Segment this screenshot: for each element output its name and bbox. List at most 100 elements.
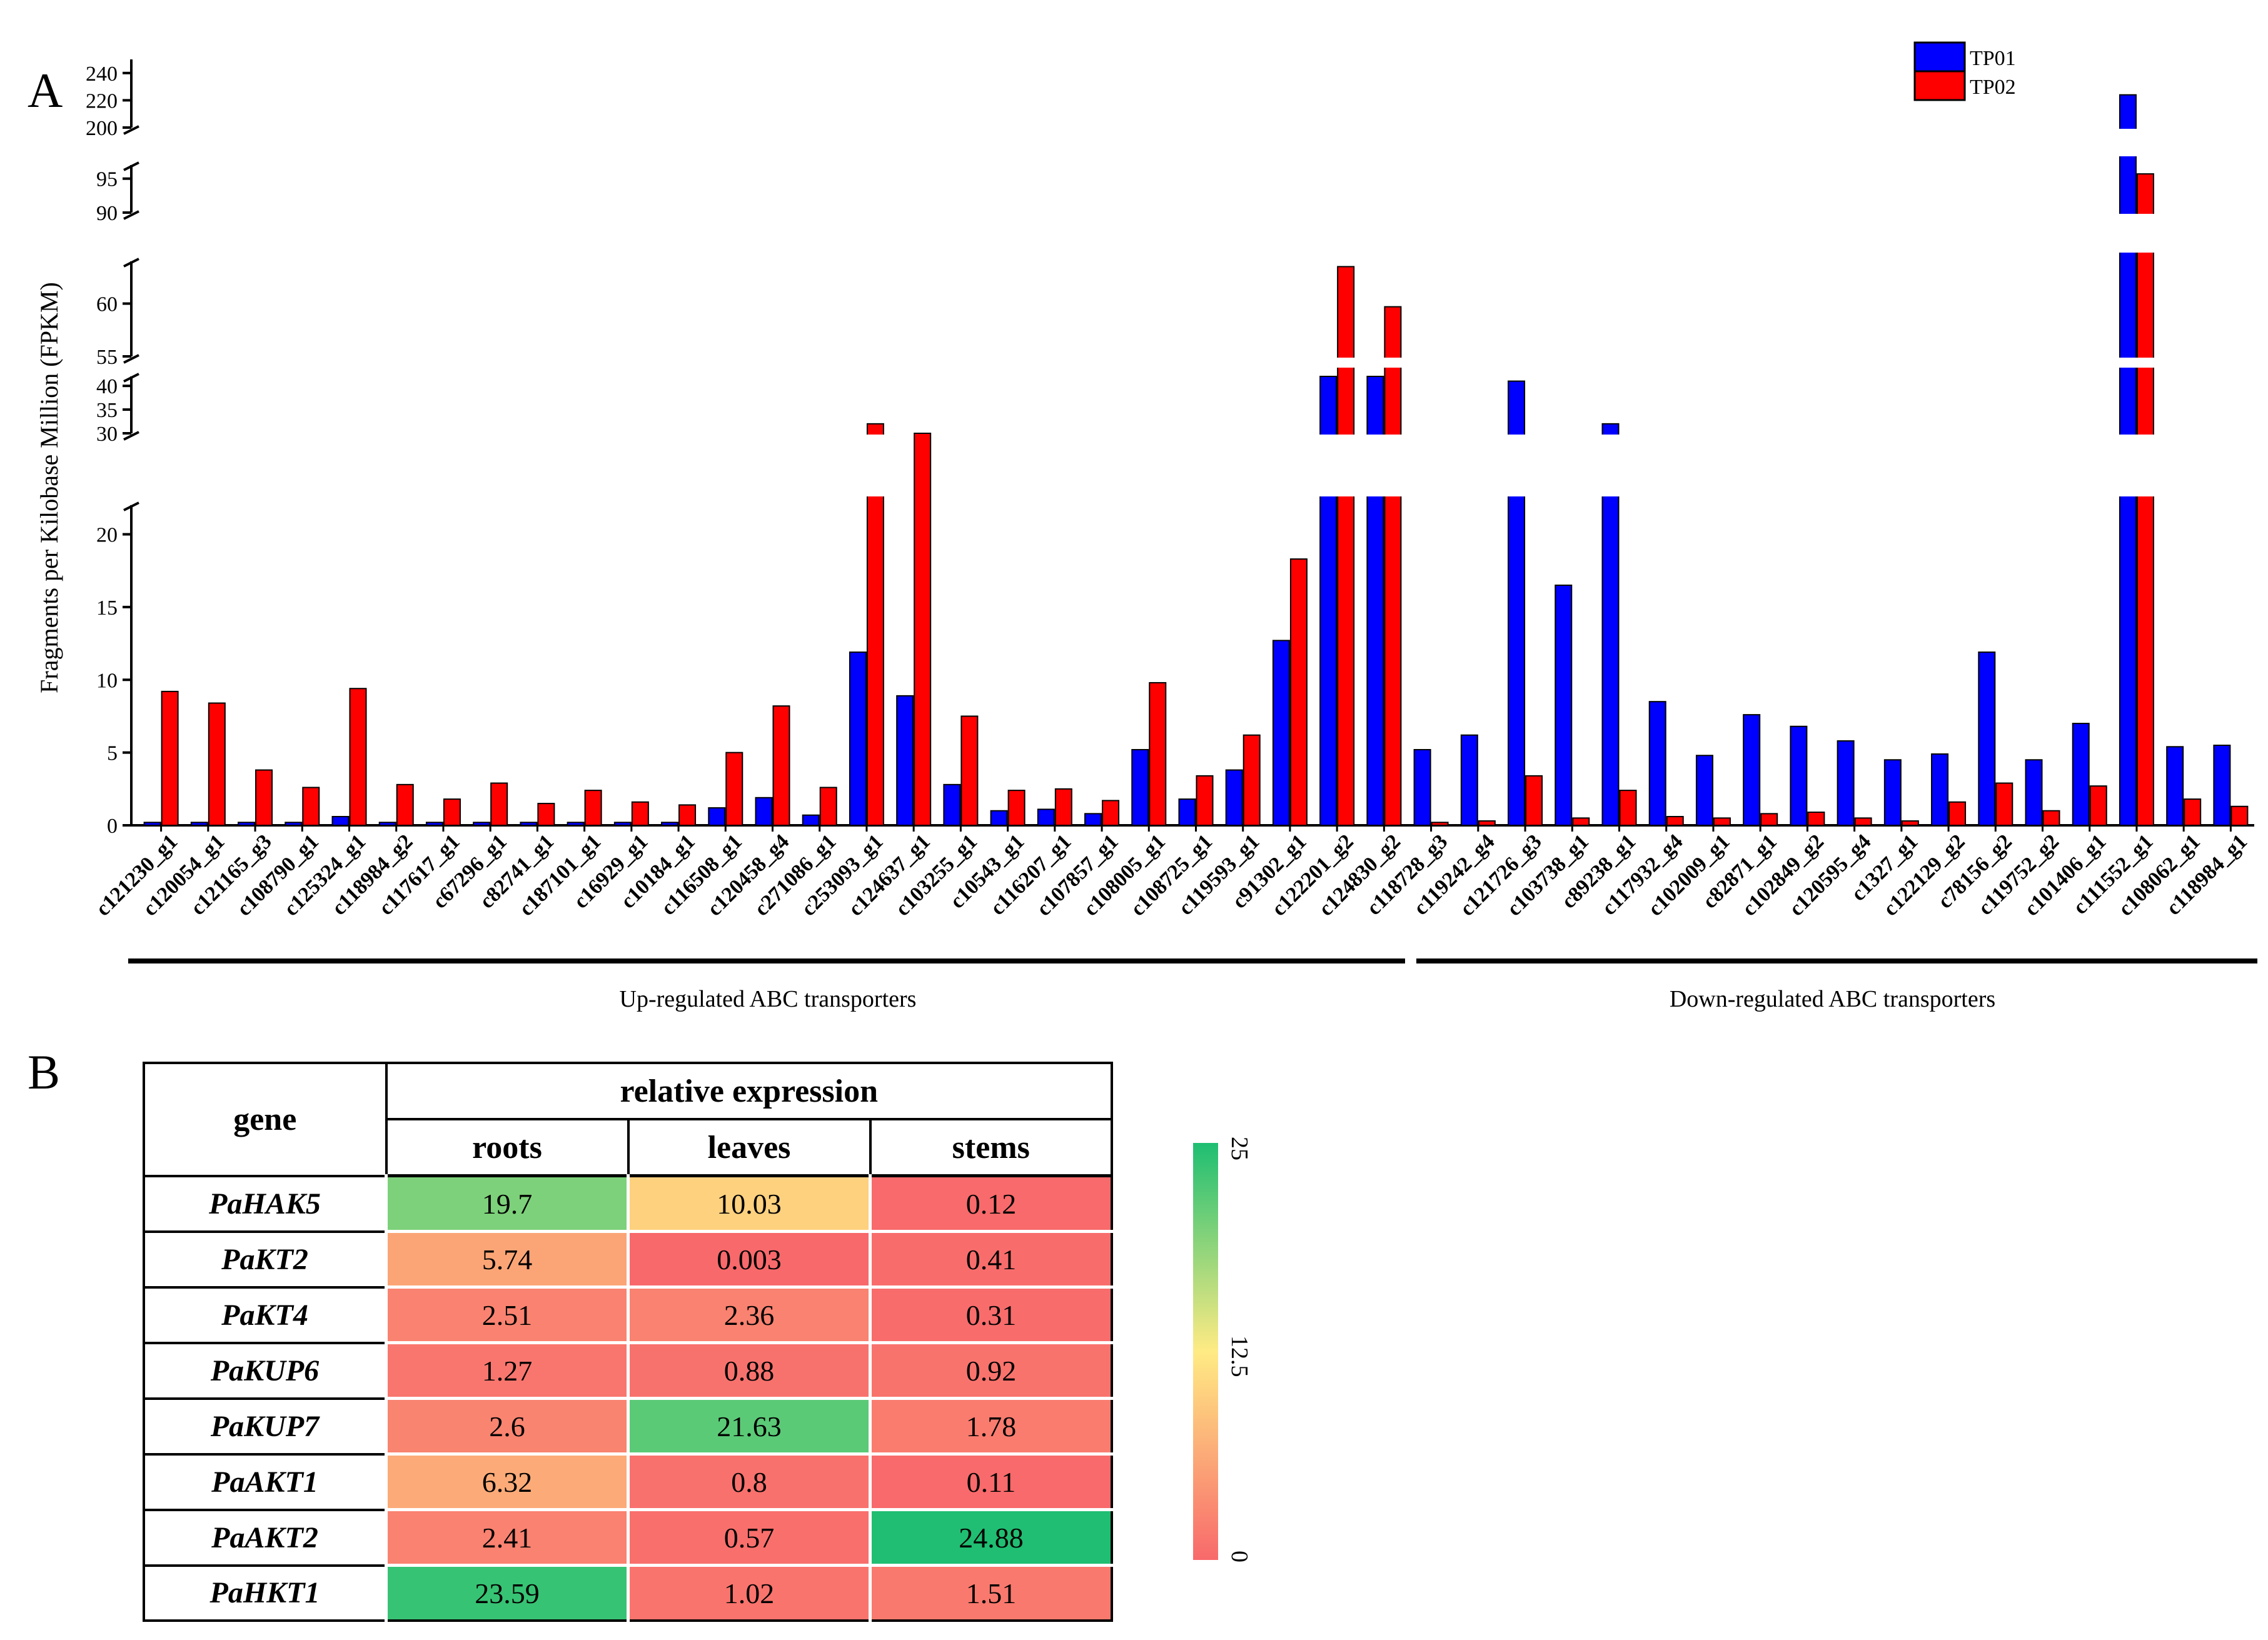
- bar-tp01: [1837, 740, 1855, 826]
- panel-label-b: B: [28, 1045, 61, 1099]
- axis-break-mark: [123, 210, 139, 220]
- bar-tp02: [537, 803, 555, 827]
- gene-name-cell: PaHAK5: [143, 1174, 388, 1233]
- bar-break-gap: [2118, 214, 2137, 253]
- y-axis-label: Fragments per Kilobase Million (FPKM): [35, 282, 63, 693]
- table-row: PaAKT1 6.32 0.8 0.11: [143, 1452, 1113, 1511]
- legend-swatch-tp01: [1913, 41, 1966, 73]
- expression-value-cell: 0.11: [869, 1452, 1113, 1511]
- expression-value-cell: 24.88: [869, 1508, 1113, 1567]
- bar-tp01: [1225, 769, 1243, 826]
- bar-tp02: [1572, 817, 1590, 827]
- bar-tp02: [1713, 817, 1731, 827]
- expression-value-cell: 6.32: [385, 1452, 630, 1511]
- bar-tp01: [1037, 808, 1055, 827]
- bar-tp02: [1901, 820, 1919, 827]
- bar-tp02: [1007, 790, 1026, 827]
- bar-tp02: [1242, 734, 1261, 827]
- bar-tp01: [755, 797, 773, 827]
- gene-name-cell: PaKUP6: [143, 1341, 388, 1400]
- bar-tp02: [678, 804, 697, 827]
- bar-tp02: [1995, 782, 2013, 826]
- bar-tp02: [1525, 775, 1543, 826]
- bar-break-gap: [1383, 435, 1403, 496]
- y-tick-label: 55: [96, 346, 118, 369]
- bar-break-gap: [1319, 435, 1338, 496]
- expression-value-cell: 0.12: [869, 1174, 1113, 1233]
- bar-tp01: [331, 816, 350, 827]
- bar-break-gap: [1336, 435, 1356, 496]
- bar-break-gap: [2118, 435, 2137, 496]
- gene-name-cell: PaAKT1: [143, 1452, 388, 1511]
- bar-tp01: [1178, 798, 1196, 827]
- expression-value-cell: 0.57: [627, 1508, 872, 1567]
- bar-tp02: [1948, 801, 1967, 827]
- bar-tp01: [1413, 748, 1431, 826]
- bar-tp01: [473, 822, 491, 827]
- bar-tp01: [613, 822, 632, 827]
- bar-break-gap: [1366, 435, 1385, 496]
- bar-tp01: [896, 695, 914, 826]
- table-row: PaKUP6 1.27 0.88 0.92: [143, 1341, 1113, 1400]
- bar-tp02: [1478, 820, 1496, 827]
- expression-value-cell: 2.6: [385, 1397, 630, 1456]
- bar-break-gap: [2135, 214, 2155, 253]
- axis-break-mark: [123, 354, 139, 364]
- bar-tp02: [1337, 266, 1355, 826]
- bar-tp02: [443, 798, 461, 827]
- bar-tp02: [2230, 805, 2249, 827]
- expression-value-cell: 0.41: [869, 1230, 1113, 1289]
- expression-value-cell: 1.78: [869, 1397, 1113, 1456]
- axis-break-mark: [123, 161, 139, 171]
- expression-value-cell: 1.02: [627, 1564, 872, 1622]
- bar-tp02: [1149, 682, 1167, 826]
- y-tick-label: 35: [96, 399, 118, 422]
- bar-tp01: [1460, 734, 1478, 827]
- bar-tp02: [960, 715, 979, 827]
- bar-tp02: [914, 433, 932, 826]
- gene-header: gene: [143, 1062, 388, 1177]
- bar-tp02: [1431, 822, 1449, 827]
- y-tick-label: 5: [107, 742, 118, 765]
- y-tick-label: 0: [107, 815, 118, 838]
- expression-value-cell: 0.31: [869, 1285, 1113, 1344]
- bar-tp01: [1931, 753, 1949, 826]
- relative-expression-header: relative expression: [385, 1062, 1113, 1120]
- y-tick-label: 90: [96, 202, 118, 225]
- expression-value-cell: 0.88: [627, 1341, 872, 1400]
- gene-name-cell: PaAKT2: [143, 1508, 388, 1567]
- expression-value-cell: 0.003: [627, 1230, 872, 1289]
- bar-tp01: [425, 822, 443, 827]
- bar-tp02: [349, 688, 367, 826]
- expression-value-cell: 0.8: [627, 1452, 872, 1511]
- expression-value-cell: 21.63: [627, 1397, 872, 1456]
- bar-tp01: [2025, 759, 2043, 826]
- bar-tp02: [2089, 785, 2107, 827]
- bar-break-gap: [1383, 358, 1403, 368]
- bar-tp01: [2213, 745, 2231, 826]
- table-row: PaKT2 5.74 0.003 0.41: [143, 1230, 1113, 1289]
- expression-value-cell: 19.7: [385, 1174, 630, 1233]
- bar-tp02: [819, 787, 837, 827]
- y-tick-label: 30: [96, 423, 118, 446]
- expression-table: gene relative expression roots leaves st…: [143, 1062, 1113, 1622]
- bar-tp02: [208, 702, 226, 826]
- bar-tp01: [238, 822, 256, 827]
- bar-break-gap: [1336, 358, 1356, 368]
- bar-break-gap: [1601, 435, 1620, 496]
- panel-label-a: A: [28, 63, 63, 118]
- bar-tp02: [1619, 790, 1637, 827]
- bar-break-gap: [2118, 129, 2137, 156]
- y-tick-label: 15: [96, 596, 118, 620]
- bar-tp01: [1790, 725, 1808, 827]
- bar-tp02: [2042, 810, 2060, 827]
- expression-value-cell: 1.27: [385, 1341, 630, 1400]
- color-scale-bar: [1193, 1143, 1218, 1560]
- group-label-up: Up-regulated ABC transporters: [620, 986, 917, 1012]
- expression-value-cell: 0.92: [869, 1341, 1113, 1400]
- legend-swatch-tp02: [1913, 70, 1966, 101]
- bar-tp02: [1807, 812, 1825, 827]
- bar-tp01: [285, 822, 303, 827]
- bar-break-gap: [865, 435, 885, 496]
